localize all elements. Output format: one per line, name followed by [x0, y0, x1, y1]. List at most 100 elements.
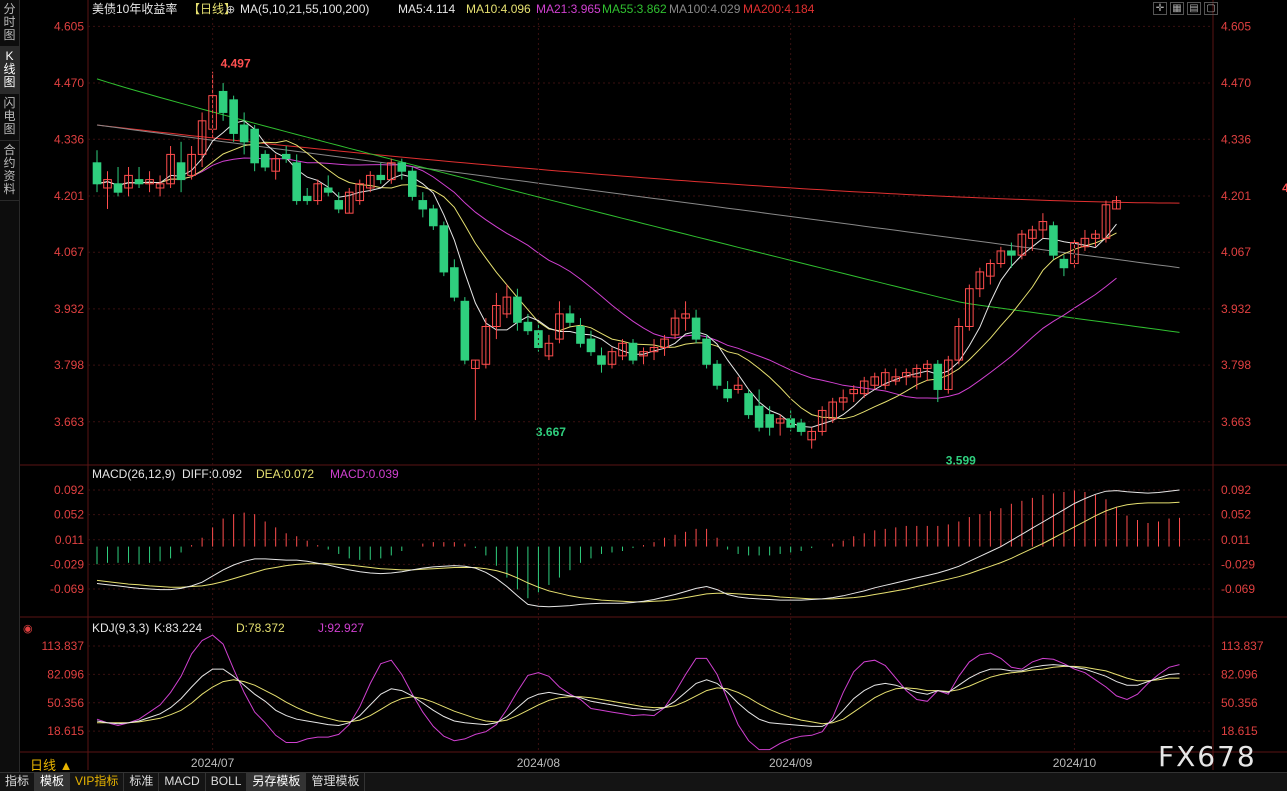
ma55-line	[96, 78, 1180, 333]
sidebar-tab-0[interactable]: 分时图	[0, 0, 19, 47]
kdj-ytick-right: 18.615	[1221, 724, 1258, 738]
candle-body	[628, 342, 638, 361]
sidebar-tab-3[interactable]: 合约资料	[0, 141, 19, 201]
candle-body	[639, 351, 648, 357]
bottom-tab-0[interactable]: 指标	[0, 773, 36, 791]
candle-body	[828, 401, 838, 420]
j-line	[96, 634, 1180, 751]
candle-body	[702, 338, 711, 365]
candle-body	[733, 384, 743, 390]
candle-body	[765, 414, 774, 428]
price-annotation-0: 4.497	[221, 57, 251, 71]
grid-icon[interactable]: ▦	[1170, 2, 1184, 15]
candle-body	[397, 162, 407, 172]
macd-ytick-left: -0.069	[50, 582, 84, 596]
candle-body	[218, 90, 228, 113]
candle-body	[187, 153, 196, 176]
candle-body	[197, 120, 207, 155]
bottom-tab-6[interactable]: 另存模板	[247, 773, 307, 791]
candle-body	[145, 179, 154, 185]
restore-icon[interactable]: ▢	[1204, 2, 1218, 15]
price-ytick-right: 4.470	[1221, 76, 1251, 90]
kdj-legend-3: J:92.927	[318, 621, 364, 635]
candle-body	[712, 363, 722, 386]
candle-body	[849, 388, 859, 395]
candle-body	[891, 376, 901, 382]
candle-body	[429, 208, 438, 227]
ma-legend-2: MA21:3.965	[536, 2, 601, 16]
price-ytick-right: 4.067	[1221, 245, 1251, 259]
kdj-ytick-left: 113.837	[42, 639, 85, 653]
kdj-legend-1: K:83.224	[154, 621, 202, 635]
candle-body	[681, 313, 690, 319]
candle-body	[450, 267, 459, 298]
candle-body	[1028, 229, 1037, 239]
candle-body	[1059, 258, 1069, 269]
candle-body	[166, 153, 175, 185]
candle-body	[92, 162, 102, 185]
kdj-legend-0: KDJ(9,3,3)	[92, 621, 149, 635]
bottom-tab-4[interactable]: MACD	[159, 773, 206, 791]
candle-body	[1007, 250, 1016, 256]
ma-legend-3: MA55:3.862	[602, 2, 667, 16]
candle-body	[922, 363, 932, 369]
price-ytick-left: 4.605	[54, 19, 84, 33]
k-line	[96, 664, 1180, 727]
price-ytick-left: 4.336	[54, 132, 84, 146]
sidebar-tab-2[interactable]: 闪电图	[0, 94, 19, 141]
candle-body	[954, 325, 964, 361]
candle-body	[471, 359, 480, 369]
candle-body	[691, 317, 701, 340]
price-annotation-1: 3.667	[536, 425, 566, 439]
sidebar-tab-1[interactable]: K线图	[0, 47, 19, 94]
price-annotation-3: 4.201	[1282, 181, 1287, 195]
period-selector[interactable]: 日线 ▲	[30, 758, 73, 773]
bottom-tab-1[interactable]: 模板	[35, 773, 71, 791]
candle-body	[859, 380, 869, 395]
candle-body	[975, 271, 985, 290]
price-ytick-left: 4.470	[54, 76, 84, 90]
bottom-tab-5[interactable]: BOLL	[206, 773, 248, 791]
price-ytick-left: 3.932	[54, 302, 84, 316]
candle-body	[565, 313, 575, 323]
macd-ytick-right: -0.029	[1221, 557, 1255, 571]
bottom-tab-7[interactable]: 管理模板	[306, 773, 366, 791]
candle-body	[586, 338, 596, 353]
candle-body	[302, 195, 312, 202]
macd-legend-2: DEA:0.072	[256, 467, 314, 481]
candle-body	[1049, 225, 1058, 256]
macd-ytick-right: 0.052	[1221, 508, 1251, 522]
candle-body	[754, 405, 764, 428]
candle-body	[492, 305, 501, 327]
price-ytick-left: 4.201	[54, 189, 84, 203]
bottom-tab-3[interactable]: 标准	[124, 773, 160, 791]
layout-icon[interactable]: ▤	[1187, 2, 1201, 15]
ma21-line	[96, 157, 1117, 399]
price-ytick-right: 4.605	[1221, 19, 1251, 33]
candle-body	[965, 288, 974, 327]
crosshair-icon[interactable]: ✛	[1153, 2, 1167, 15]
x-tick-label: 2024/07	[191, 756, 235, 770]
candle-body	[544, 342, 554, 357]
x-tick-label: 2024/09	[769, 756, 813, 770]
candle-body	[523, 321, 533, 332]
candle-body	[649, 346, 659, 353]
candle-body	[807, 430, 816, 441]
candle-body	[418, 200, 428, 210]
chart-title: 美债10年收益率	[92, 1, 177, 16]
period-tag: 【日线】	[188, 2, 236, 16]
price-ytick-left: 3.798	[54, 358, 84, 372]
candle-body	[555, 313, 564, 340]
bottom-tab-2[interactable]: VIP指标	[70, 773, 125, 791]
candle-body	[513, 296, 522, 323]
candle-body	[901, 372, 911, 378]
candle-body	[775, 418, 785, 424]
candle-body	[796, 422, 806, 432]
kdj-ytick-right: 82.096	[1221, 667, 1258, 681]
macd-legend-3: MACD:0.039	[330, 467, 399, 481]
macd-ytick-left: 0.052	[54, 508, 84, 522]
candle-body	[607, 351, 617, 365]
candle-body	[260, 153, 270, 168]
price-ytick-left: 4.067	[54, 245, 84, 259]
ma-legend-4: MA100:4.029	[669, 2, 741, 16]
